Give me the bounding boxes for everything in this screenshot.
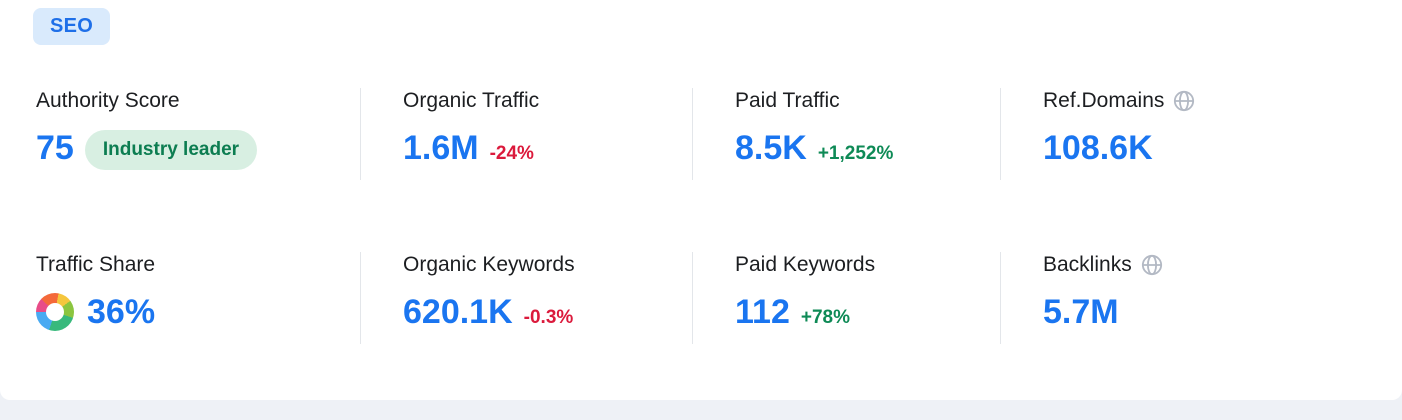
metric-change-positive: +1,252% xyxy=(817,143,894,164)
metric-change-positive: +78% xyxy=(800,307,850,328)
seo-tab-badge[interactable]: SEO xyxy=(33,8,111,45)
metric-value: 36% xyxy=(87,293,156,331)
metrics-grid: Authority Score 75 Industry leader Organ… xyxy=(36,88,1402,344)
donut-chart-icon xyxy=(36,293,74,331)
metric-backlinks: Backlinks 5.7M xyxy=(1000,252,1402,344)
metric-label: Paid Traffic xyxy=(735,89,840,112)
globe-icon[interactable] xyxy=(1141,254,1163,276)
metric-change-negative: -0.3% xyxy=(523,307,574,328)
metric-organic-keywords: Organic Keywords 620.1K -0.3% xyxy=(360,252,692,344)
metric-paid-keywords: Paid Keywords 112 +78% xyxy=(692,252,1000,344)
metric-value: 620.1K xyxy=(403,293,513,331)
metric-label: Organic Traffic xyxy=(403,89,540,112)
metric-value: 5.7M xyxy=(1043,293,1119,331)
metric-ref-domains: Ref.Domains 108.6K xyxy=(1000,88,1402,180)
metric-traffic-share: Traffic Share 36% xyxy=(36,252,360,344)
metric-label: Authority Score xyxy=(36,89,180,112)
metric-organic-traffic: Organic Traffic 1.6M -24% xyxy=(360,88,692,180)
metric-change-negative: -24% xyxy=(489,143,534,164)
metric-value: 75 xyxy=(36,129,74,167)
metric-authority-score: Authority Score 75 Industry leader xyxy=(36,88,360,180)
seo-metrics-panel: SEO Authority Score 75 Industry leader O… xyxy=(0,0,1402,400)
globe-icon[interactable] xyxy=(1173,90,1195,112)
metric-label: Backlinks xyxy=(1043,253,1132,276)
metric-value: 108.6K xyxy=(1043,129,1153,167)
metric-label: Organic Keywords xyxy=(403,253,575,276)
metric-paid-traffic: Paid Traffic 8.5K +1,252% xyxy=(692,88,1000,180)
industry-leader-badge: Industry leader xyxy=(84,130,258,170)
metric-value: 112 xyxy=(735,293,790,331)
metric-value: 8.5K xyxy=(735,129,807,167)
metric-label: Ref.Domains xyxy=(1043,89,1165,112)
metric-value: 1.6M xyxy=(403,129,479,167)
metric-label: Traffic Share xyxy=(36,253,156,276)
metric-label: Paid Keywords xyxy=(735,253,876,276)
